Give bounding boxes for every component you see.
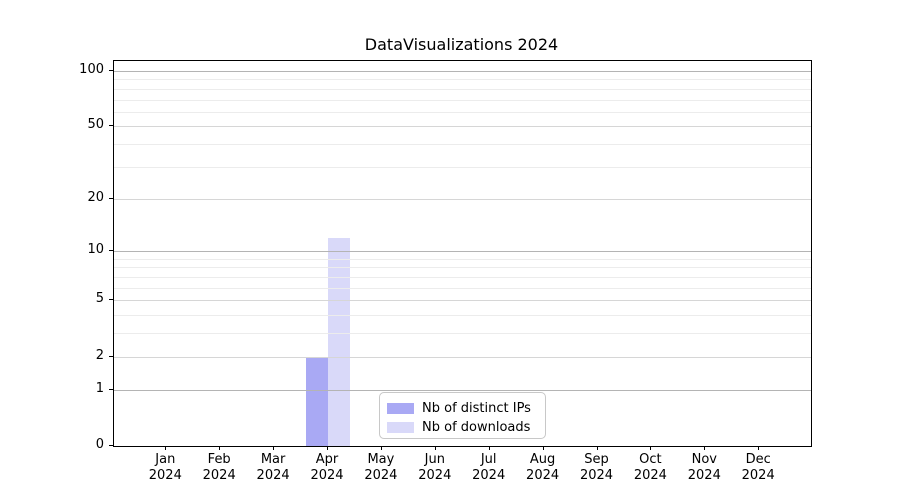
bar-apr-series1 [328,237,350,446]
x-tick-label-nov: Nov 2024 [687,452,721,483]
mid-gridline-2 [114,356,811,358]
y-tick-mark-50 [109,125,113,127]
legend-item-distinct-ips: Nb of distinct IPs [387,399,537,418]
x-tick-label-dec: Dec 2024 [741,452,775,483]
x-tick-mark-mar [273,446,275,450]
legend-swatch-downloads-icon [387,422,414,433]
bar-apr-series0 [306,356,328,446]
minor-gridline-9 [114,258,811,260]
x-tick-mark-may [380,446,382,450]
x-tick-mark-jul [488,446,490,450]
bars-layer [114,61,811,446]
x-tick-label-aug: Aug 2024 [526,452,560,483]
mid-gridline-50 [114,126,811,128]
y-tick-mark-10 [109,250,113,252]
x-tick-label-apr: Apr 2024 [310,452,344,483]
y-tick-mark-20 [109,197,113,199]
y-tick-mark-5 [109,299,113,301]
y-tick-mark-2 [109,355,113,357]
major-gridline-100 [114,70,811,72]
x-tick-mark-jun [434,446,436,450]
x-tick-mark-oct [650,446,652,450]
x-tick-label-jan: Jan 2024 [148,452,182,483]
minor-gridline-40 [114,144,811,146]
legend-item-downloads: Nb of downloads [387,418,537,437]
chart-title: DataVisualizations 2024 [364,35,559,54]
legend-label-downloads: Nb of downloads [422,420,531,435]
y-tick-label-10: 10 [87,242,104,258]
gridlines-layer [114,61,811,446]
y-tick-label-20: 20 [87,189,104,205]
legend: Nb of distinct IPs Nb of downloads [379,392,546,439]
y-tick-label-0: 0 [95,437,104,452]
x-tick-mark-dec [758,446,760,450]
y-tick-label-100: 100 [79,61,104,77]
x-tick-mark-apr [327,446,328,450]
x-tick-mark-sep [596,446,598,450]
x-tick-label-feb: Feb 2024 [202,452,236,483]
major-gridline-10 [114,251,811,253]
x-tick-label-mar: Mar 2024 [256,452,290,483]
legend-label-distinct-ips: Nb of distinct IPs [422,401,531,416]
y-tick-label-1: 1 [95,380,104,396]
minor-gridline-30 [114,166,811,168]
legend-swatch-distinct-ips-icon [387,403,414,414]
y-tick-label-2: 2 [95,347,104,363]
y-tick-mark-0 [109,445,113,446]
x-tick-label-sep: Sep 2024 [579,452,614,483]
x-tick-mark-nov [704,446,706,450]
y-tick-label-5: 5 [95,291,104,307]
x-tick-mark-aug [542,446,544,450]
x-tick-label-may: May 2024 [364,452,398,483]
y-tick-label-50: 50 [87,117,104,133]
minor-gridline-4 [114,315,811,317]
minor-gridline-7 [114,276,811,278]
x-tick-label-oct: Oct 2024 [633,452,667,483]
minor-gridline-80 [114,88,811,90]
x-tick-label-jul: Jul 2024 [472,452,506,483]
plot-area: Nb of distinct IPs Nb of downloads [113,60,812,447]
y-tick-mark-100 [109,69,113,71]
x-tick-mark-feb [219,446,221,450]
major-gridline-1 [114,389,811,391]
minor-gridline-90 [114,79,811,81]
minor-gridline-60 [114,111,811,113]
minor-gridline-3 [114,333,811,335]
mid-gridline-20 [114,198,811,200]
mid-gridline-5 [114,300,811,302]
minor-gridline-6 [114,287,811,289]
minor-gridline-8 [114,267,811,269]
y-tick-mark-1 [109,388,113,390]
minor-gridline-70 [114,99,811,101]
x-tick-mark-jan [165,446,167,450]
x-tick-label-jun: Jun 2024 [418,452,452,483]
